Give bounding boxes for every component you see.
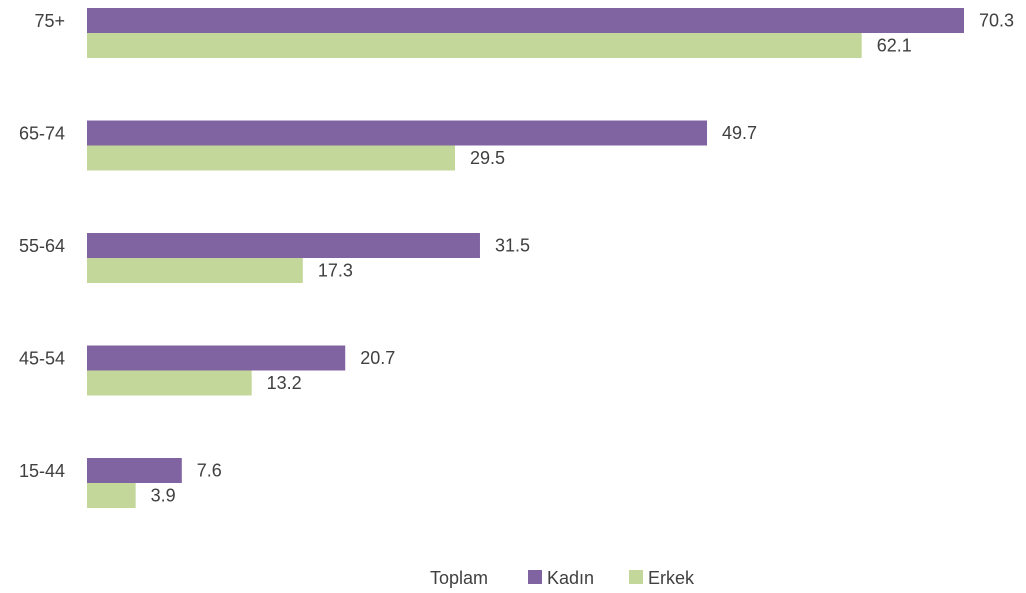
data-label-erkek-45-54: 13.2 (267, 373, 302, 393)
bar-erkek-55-64 (87, 258, 303, 283)
data-label-kad-n-75: 70.3 (979, 11, 1014, 31)
legend-label-kadin: Kadın (547, 568, 594, 588)
data-label-kad-n-45-54: 20.7 (360, 348, 395, 368)
bar-kad-n-75 (87, 8, 964, 33)
data-label-erkek-55-64: 17.3 (318, 261, 353, 281)
tick-label-65-74: 65-74 (19, 124, 65, 144)
bar-erkek-45-54 (87, 370, 252, 396)
category-axis: 75+ 65-74 55-64 45-54 15-44 (19, 11, 65, 481)
legend-label-erkek: Erkek (648, 568, 695, 588)
data-labels: 70.3 62.1 49.7 29.5 31.5 17.3 20.7 13.2 7.6 3.9 (151, 11, 1014, 506)
tick-label-55-64: 55-64 (19, 236, 65, 256)
bar-erkek-65-74 (87, 145, 456, 171)
data-label-kad-n-15-44: 7.6 (197, 461, 222, 481)
tick-label-15-44: 15-44 (19, 461, 65, 481)
tick-label-75: 75+ (34, 11, 65, 31)
data-label-kad-n-55-64: 31.5 (495, 236, 530, 256)
legend-swatch-erkek (629, 570, 643, 584)
data-label-erkek-75: 62.1 (877, 36, 912, 56)
bar-erkek-15-44 (87, 483, 136, 508)
bar-kad-n-15-44 (87, 458, 182, 483)
bar-erkek-75 (87, 33, 862, 58)
legend-swatch-kadin (528, 570, 542, 584)
bar-kad-n-55-64 (87, 233, 480, 258)
data-label-erkek-15-44: 3.9 (151, 486, 176, 506)
bar-series (87, 8, 964, 508)
data-label-erkek-65-74: 29.5 (470, 148, 505, 168)
tick-label-45-54: 45-54 (19, 349, 65, 369)
legend: Toplam Kadın Erkek (430, 568, 695, 588)
legend-title: Toplam (430, 568, 488, 588)
bar-kad-n-45-54 (87, 345, 346, 371)
bar-kad-n-65-74 (87, 120, 708, 146)
data-label-kad-n-65-74: 49.7 (722, 123, 757, 143)
